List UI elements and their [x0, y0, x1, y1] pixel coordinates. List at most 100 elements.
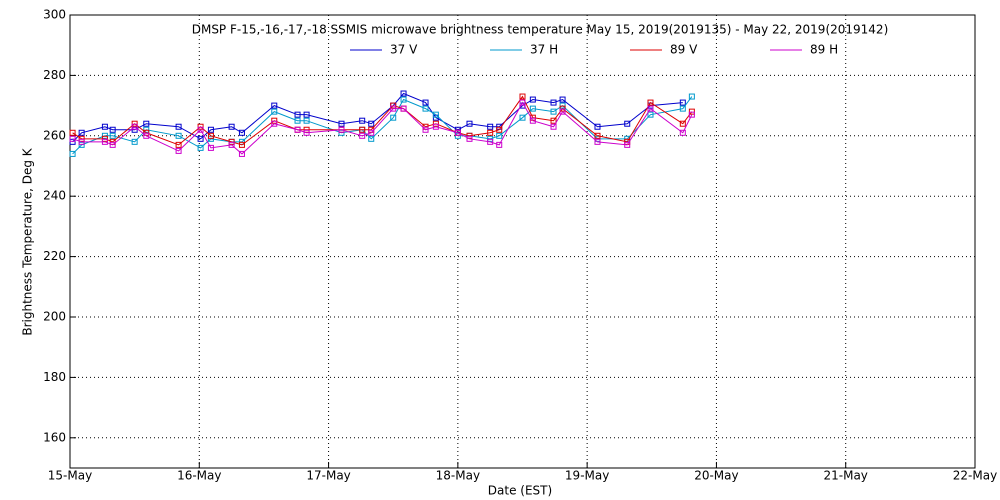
point-marker	[69, 150, 76, 157]
y-tick-label: 220	[43, 249, 66, 263]
point-marker	[175, 147, 182, 154]
point-marker	[294, 117, 301, 124]
point-marker	[487, 138, 494, 145]
point-marker	[422, 105, 429, 112]
point-marker	[519, 114, 526, 121]
x-tick-label: 15-May	[48, 469, 92, 483]
point-marker	[422, 99, 429, 106]
y-tick-label: 240	[43, 189, 66, 203]
point-marker	[647, 111, 654, 118]
point-marker	[368, 135, 375, 142]
point-marker	[338, 120, 345, 127]
point-marker	[109, 132, 116, 139]
point-marker	[368, 120, 375, 127]
point-marker	[550, 99, 557, 106]
point-marker	[624, 120, 631, 127]
point-marker	[303, 129, 310, 136]
point-marker	[647, 105, 654, 112]
point-marker	[679, 129, 686, 136]
point-marker	[238, 129, 245, 136]
point-marker	[338, 126, 345, 133]
point-marker	[454, 129, 461, 136]
point-marker	[131, 123, 138, 130]
point-marker	[559, 108, 566, 115]
point-marker	[131, 138, 138, 145]
point-marker	[550, 108, 557, 115]
point-marker	[550, 123, 557, 130]
point-marker	[624, 141, 631, 148]
series-line	[72, 95, 693, 146]
point-marker	[688, 108, 695, 115]
point-marker	[78, 138, 85, 145]
point-marker	[197, 126, 204, 133]
point-marker	[101, 138, 108, 145]
legend-label: 89 V	[670, 43, 698, 57]
point-marker	[101, 132, 108, 139]
point-marker	[69, 135, 76, 142]
x-tick-label: 21-May	[824, 469, 868, 483]
point-marker	[238, 141, 245, 148]
point-marker	[594, 138, 601, 145]
x-axis-label: Date (EST)	[488, 484, 552, 498]
point-marker	[594, 123, 601, 130]
point-marker	[78, 129, 85, 136]
point-marker	[529, 105, 536, 112]
point-marker	[688, 111, 695, 118]
y-tick-label: 160	[43, 430, 66, 444]
point-marker	[197, 144, 204, 151]
point-marker	[679, 120, 686, 127]
point-marker	[303, 111, 310, 118]
point-marker	[228, 123, 235, 130]
point-marker	[207, 126, 214, 133]
x-tick-label: 19-May	[565, 469, 609, 483]
point-marker	[432, 123, 439, 130]
point-marker	[559, 96, 566, 103]
point-marker	[109, 141, 116, 148]
point-marker	[519, 93, 526, 100]
point-marker	[101, 123, 108, 130]
point-marker	[487, 135, 494, 142]
point-marker	[175, 141, 182, 148]
point-marker	[400, 105, 407, 112]
y-tick-label: 300	[43, 8, 66, 22]
point-marker	[390, 102, 397, 109]
chart-title: DMSP F-15,-16,-17,-18 SSMIS microwave br…	[192, 23, 889, 37]
point-marker	[466, 120, 473, 127]
point-marker	[78, 141, 85, 148]
legend-label: 37 V	[390, 43, 418, 57]
series-line	[72, 92, 683, 143]
point-marker	[228, 138, 235, 145]
point-marker	[529, 117, 536, 124]
point-marker	[432, 111, 439, 118]
y-tick-label: 180	[43, 370, 66, 384]
point-marker	[228, 141, 235, 148]
point-marker	[271, 108, 278, 115]
point-marker	[496, 132, 503, 139]
series-line	[72, 101, 693, 155]
point-marker	[679, 99, 686, 106]
point-marker	[294, 111, 301, 118]
point-marker	[679, 105, 686, 112]
x-tick-label: 22-May	[953, 469, 997, 483]
y-tick-label: 280	[43, 68, 66, 82]
point-marker	[647, 99, 654, 106]
point-marker	[487, 123, 494, 130]
point-marker	[422, 126, 429, 133]
point-marker	[594, 132, 601, 139]
y-tick-label: 260	[43, 128, 66, 142]
series-line	[72, 96, 693, 155]
point-marker	[294, 126, 301, 133]
point-marker	[143, 132, 150, 139]
y-axis-label: Brightness Temperature, Deg K	[21, 147, 35, 335]
point-marker	[197, 135, 204, 142]
x-tick-label: 20-May	[694, 469, 738, 483]
point-marker	[368, 129, 375, 136]
point-marker	[400, 90, 407, 97]
point-marker	[271, 120, 278, 127]
point-marker	[400, 96, 407, 103]
point-marker	[432, 120, 439, 127]
legend-label: 37 H	[530, 43, 558, 57]
point-marker	[207, 144, 214, 151]
